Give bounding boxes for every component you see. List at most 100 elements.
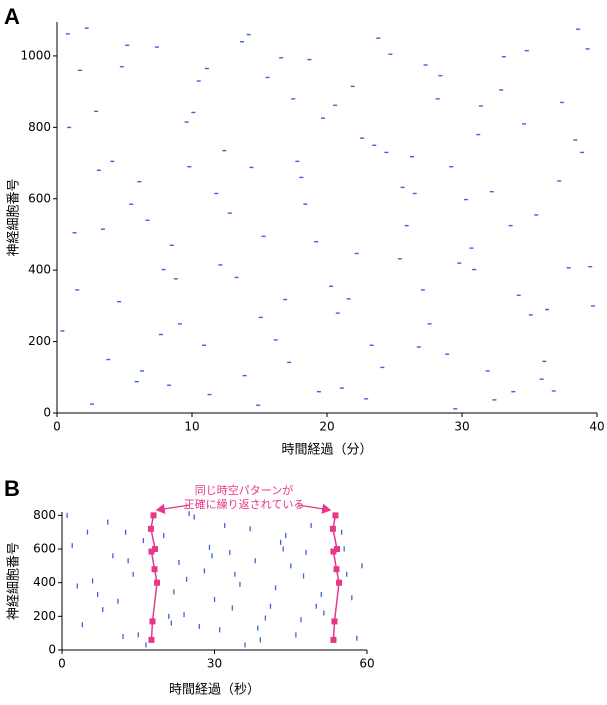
y-tick-label: 600 [28,191,51,205]
pattern-spike [334,546,341,553]
spike [244,642,246,648]
spike [86,529,89,535]
spike [307,58,312,61]
spike [356,635,358,641]
spike [590,305,595,307]
spike [214,192,219,195]
spike [145,642,147,648]
spike [72,232,77,234]
spike [84,27,89,29]
spike [400,186,405,189]
spike [369,344,374,346]
spike [100,228,105,230]
spike [412,192,417,195]
spike [290,563,292,569]
spike [524,49,529,52]
spike [435,98,440,100]
spike [154,46,159,48]
spike [485,370,490,372]
spike [173,278,178,280]
pattern-spike [152,546,159,553]
spike [81,622,84,628]
spike [66,512,68,518]
spike [239,41,244,43]
spike [489,191,494,193]
spike [478,105,483,107]
spike [427,323,432,325]
y-tick-label: 800 [28,120,51,134]
panel-label: A [4,4,20,29]
spike [343,546,345,552]
spike [132,571,134,577]
y-tick-label: 800 [33,508,56,522]
spike [122,634,124,640]
spike [161,268,166,271]
x-tick-label: 0 [53,420,61,434]
spike [173,589,175,595]
spike [388,53,393,55]
spike [346,571,348,577]
spike [282,546,284,552]
spike [588,265,593,268]
pattern-spike [330,636,337,643]
spike [191,111,196,114]
spike [137,181,142,183]
spike [320,591,322,597]
spike [163,533,165,539]
spike [242,374,247,377]
spike [528,314,533,316]
spike [420,289,425,291]
pattern-spike [336,579,343,586]
spike [476,133,481,136]
spike [516,294,521,296]
spike [222,149,227,152]
pattern-spike [147,525,154,532]
y-tick-label: 0 [48,643,56,657]
spike [404,224,409,227]
spike [119,66,124,68]
arrow [297,503,332,514]
spike [279,539,282,545]
spike [453,408,458,410]
spike [361,563,363,569]
spike [314,241,319,243]
y-tick-label: 0 [43,406,51,420]
spike [302,573,305,579]
spike [274,585,277,591]
spike [576,28,581,30]
spike [188,511,190,517]
spike [261,235,266,238]
spike [559,101,564,104]
spike [376,37,381,39]
spike [193,514,195,520]
spike [573,139,578,141]
spike [106,358,111,361]
spike [218,264,223,266]
spike [323,610,325,616]
y-axis-label: 神経細胞番号 [7,542,22,620]
spike [299,176,304,179]
spike [67,126,72,129]
spike [257,625,259,631]
spike [76,583,78,589]
spike [445,353,450,355]
spike [117,598,119,604]
pattern-line [332,515,340,640]
x-tick-label: 20 [319,420,334,434]
spike [346,298,351,300]
spike [469,247,474,249]
spike [351,595,353,601]
spike [178,559,180,565]
spike [158,333,163,336]
pattern-spike [154,579,161,586]
spike [360,137,365,139]
spike [438,74,443,77]
spike [234,571,236,577]
spike [315,603,317,609]
spike [269,603,272,609]
spike [94,110,99,113]
y-tick-label: 400 [28,263,51,277]
spike [423,64,428,66]
spike [310,522,312,528]
spike [265,76,270,79]
